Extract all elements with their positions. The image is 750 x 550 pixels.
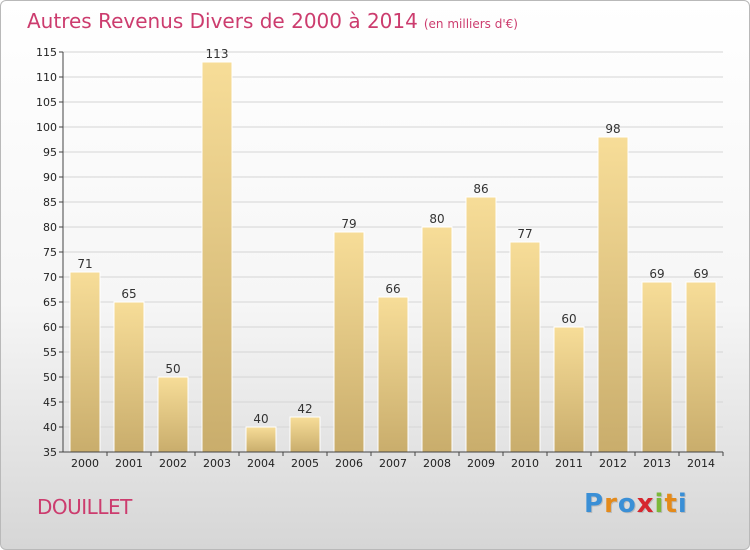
bar-2004: [245, 426, 277, 453]
value-label: 40: [253, 412, 268, 426]
y-tick-label: 115: [36, 46, 57, 59]
y-tick-label: 75: [43, 246, 57, 259]
y-tick-label: 65: [43, 296, 57, 309]
x-tick-label: 2014: [687, 457, 715, 470]
x-tick-label: 2004: [247, 457, 275, 470]
bar-2013: [641, 281, 673, 453]
bar-2003: [201, 61, 233, 453]
y-tick-label: 70: [43, 271, 57, 284]
value-label: 69: [649, 267, 664, 281]
y-tick-label: 55: [43, 346, 57, 359]
bar-2014: [685, 281, 717, 453]
value-label: 71: [77, 257, 92, 271]
y-tick-label: 45: [43, 396, 57, 409]
bar-2011: [553, 326, 585, 453]
y-tick-label: 100: [36, 121, 57, 134]
bar-2009: [465, 196, 497, 453]
value-label: 66: [385, 282, 400, 296]
chart-title: Autres Revenus Divers de 2000 à 2014: [27, 9, 418, 33]
x-tick-label: 2012: [599, 457, 627, 470]
x-tick-label: 2005: [291, 457, 319, 470]
x-tick-label: 2009: [467, 457, 495, 470]
logo-letter: i: [677, 489, 688, 519]
logo-letter: o: [617, 489, 637, 519]
y-tick-label: 90: [43, 171, 57, 184]
value-label: 50: [165, 362, 180, 376]
value-label: 79: [341, 217, 356, 231]
chart-subtitle: (en milliers d'€): [423, 17, 518, 31]
x-tick-label: 2008: [423, 457, 451, 470]
logo-letter: i: [654, 489, 665, 519]
x-tick-label: 2007: [379, 457, 407, 470]
bar-2010: [509, 241, 541, 453]
value-label: 80: [429, 212, 444, 226]
y-tick-label: 60: [43, 321, 57, 334]
bar-2002: [157, 376, 189, 453]
bar-2006: [333, 231, 365, 453]
bar-2012: [597, 136, 629, 453]
value-label: 113: [206, 47, 229, 61]
bar-2008: [421, 226, 453, 453]
x-tick-label: 2003: [203, 457, 231, 470]
commune-name: DOUILLET: [37, 495, 132, 519]
y-tick-label: 110: [36, 71, 57, 84]
bar-2007: [377, 296, 409, 453]
x-tick-label: 2011: [555, 457, 583, 470]
logo-letter: r: [604, 489, 618, 519]
value-label: 65: [121, 287, 136, 301]
x-tick-label: 2002: [159, 457, 187, 470]
bars: [69, 61, 717, 453]
value-label: 86: [473, 182, 488, 196]
logo-letter: x: [636, 489, 655, 519]
value-label: 77: [517, 227, 532, 241]
value-label: 69: [693, 267, 708, 281]
value-label: 98: [605, 122, 620, 136]
axes: 35 40 45 50 55 60 65 70 75 80 85 90 95 100 105 110 115 20…: [36, 46, 724, 470]
value-labels: 71 65 50 113 40 42 79 66 80 86 77 60 98 69 69: [77, 47, 708, 426]
y-tick-label: 105: [36, 96, 57, 109]
bar-2001: [113, 301, 145, 453]
x-tick-label: 2006: [335, 457, 363, 470]
x-tick-label: 2013: [643, 457, 671, 470]
chart-title-block: Autres Revenus Divers de 2000 à 2014 (en …: [27, 9, 518, 33]
value-label: 42: [297, 402, 312, 416]
y-tick-label: 50: [43, 371, 57, 384]
y-tick-label: 85: [43, 196, 57, 209]
y-tick-label: 40: [43, 421, 57, 434]
proxiti-logo: Proxiti: [584, 489, 688, 519]
logo-letter: P: [584, 489, 605, 519]
x-tick-label: 2010: [511, 457, 539, 470]
y-tick-label: 80: [43, 221, 57, 234]
x-tick-label: 2000: [71, 457, 99, 470]
bar-2000: [69, 271, 101, 453]
y-tick-label: 35: [43, 446, 57, 459]
bar-2005: [289, 416, 321, 453]
x-tick-label: 2001: [115, 457, 143, 470]
y-tick-label: 95: [43, 146, 57, 159]
value-label: 60: [561, 312, 576, 326]
logo-letter: t: [664, 489, 678, 519]
